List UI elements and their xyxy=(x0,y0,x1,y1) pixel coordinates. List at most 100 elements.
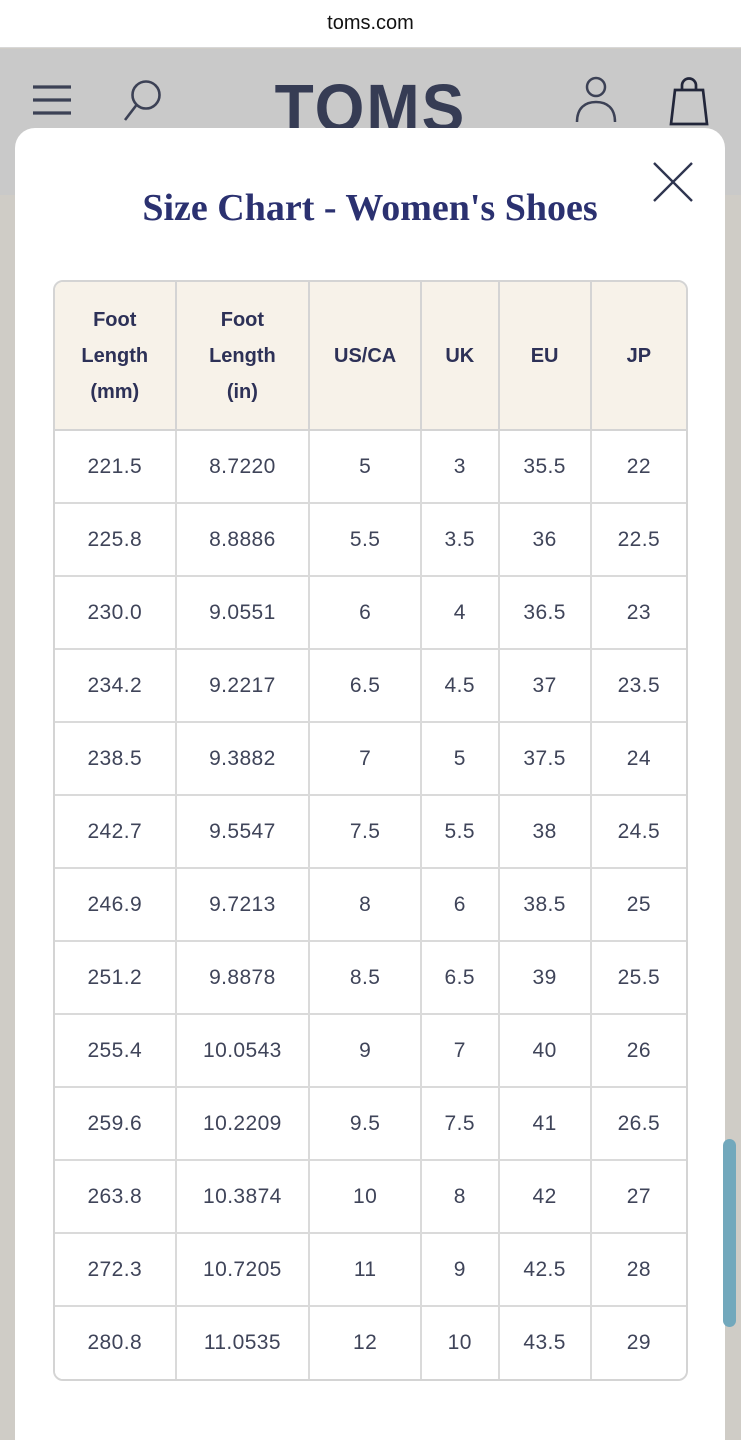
table-cell: 36.5 xyxy=(497,575,592,650)
col-uk: UK xyxy=(419,282,500,431)
table-cell: 5 xyxy=(308,429,422,504)
col-jp: JP xyxy=(589,282,686,431)
table-row: 238.5 9.3882 7 5 37.5 24 xyxy=(55,721,686,796)
size-table-body: 221.5 8.7220 5 3 35.5 22 225.8 8.8886 5.5 3.5 36 22… xyxy=(55,429,686,1379)
table-cell: 242.7 xyxy=(55,794,177,869)
account-button[interactable] xyxy=(572,75,620,125)
table-cell: 28 xyxy=(589,1232,686,1307)
table-row: 246.9 9.7213 8 6 38.5 25 xyxy=(55,867,686,942)
table-cell: 9.3882 xyxy=(174,721,311,796)
table-cell: 37.5 xyxy=(497,721,592,796)
table-cell: 9.5547 xyxy=(174,794,311,869)
table-cell: 24 xyxy=(589,721,686,796)
table-cell: 7.5 xyxy=(419,1086,500,1161)
table-cell: 3.5 xyxy=(419,502,500,577)
table-cell: 9 xyxy=(419,1232,500,1307)
table-cell: 40 xyxy=(497,1013,592,1088)
table-cell: 10 xyxy=(419,1305,500,1379)
scrollbar-thumb[interactable] xyxy=(723,1139,736,1327)
table-cell: 27 xyxy=(589,1159,686,1234)
table-cell: 9.5 xyxy=(308,1086,422,1161)
table-cell: 6 xyxy=(308,575,422,650)
table-cell: 42 xyxy=(497,1159,592,1234)
table-cell: 8 xyxy=(308,867,422,942)
table-header-row: Foot Length (mm) Foot Length (in) US/CA … xyxy=(55,282,686,431)
table-cell: 8.8886 xyxy=(174,502,311,577)
table-cell: 42.5 xyxy=(497,1232,592,1307)
table-row: 242.7 9.5547 7.5 5.5 38 24.5 xyxy=(55,794,686,869)
table-cell: 9.2217 xyxy=(174,648,311,723)
table-cell: 43.5 xyxy=(497,1305,592,1379)
table-cell: 37 xyxy=(497,648,592,723)
size-chart-modal: Size Chart - Women's Shoes Foot Length (… xyxy=(15,128,725,1440)
table-cell: 280.8 xyxy=(55,1305,177,1379)
table-cell: 22.5 xyxy=(589,502,686,577)
search-icon xyxy=(123,80,161,121)
table-cell: 6.5 xyxy=(419,940,500,1015)
col-us-ca: US/CA xyxy=(308,282,422,431)
browser-url[interactable]: toms.com xyxy=(327,12,414,34)
table-cell: 10.2209 xyxy=(174,1086,311,1161)
table-cell: 25.5 xyxy=(589,940,686,1015)
table-cell: 36 xyxy=(497,502,592,577)
table-cell: 38 xyxy=(497,794,592,869)
table-cell: 3 xyxy=(419,429,500,504)
table-cell: 251.2 xyxy=(55,940,177,1015)
table-cell: 9 xyxy=(308,1013,422,1088)
col-foot-length-mm: Foot Length (mm) xyxy=(55,282,177,431)
table-cell: 35.5 xyxy=(497,429,592,504)
table-cell: 7 xyxy=(419,1013,500,1088)
table-row: 251.2 9.8878 8.5 6.5 39 25.5 xyxy=(55,940,686,1015)
table-cell: 238.5 xyxy=(55,721,177,796)
table-cell: 25 xyxy=(589,867,686,942)
bag-icon xyxy=(669,77,709,126)
table-cell: 7.5 xyxy=(308,794,422,869)
table-cell: 26.5 xyxy=(589,1086,686,1161)
table-cell: 5.5 xyxy=(308,502,422,577)
table-cell: 26 xyxy=(589,1013,686,1088)
browser-title-bar: toms.com xyxy=(0,0,741,48)
table-cell: 23 xyxy=(589,575,686,650)
menu-button[interactable] xyxy=(32,83,72,117)
table-cell: 272.3 xyxy=(55,1232,177,1307)
table-cell: 23.5 xyxy=(589,648,686,723)
table-cell: 225.8 xyxy=(55,502,177,577)
table-cell: 230.0 xyxy=(55,575,177,650)
modal-title: Size Chart - Women's Shoes xyxy=(142,187,598,229)
table-cell: 10 xyxy=(308,1159,422,1234)
table-cell: 8.5 xyxy=(308,940,422,1015)
table-cell: 221.5 xyxy=(55,429,177,504)
table-cell: 234.2 xyxy=(55,648,177,723)
table-cell: 9.8878 xyxy=(174,940,311,1015)
table-cell: 12 xyxy=(308,1305,422,1379)
table-cell: 4 xyxy=(419,575,500,650)
table-cell: 10.7205 xyxy=(174,1232,311,1307)
table-row: 272.3 10.7205 11 9 42.5 28 xyxy=(55,1232,686,1307)
table-row: 255.4 10.0543 9 7 40 26 xyxy=(55,1013,686,1088)
table-cell: 24.5 xyxy=(589,794,686,869)
table-cell: 5.5 xyxy=(419,794,500,869)
table-row: 221.5 8.7220 5 3 35.5 22 xyxy=(55,429,686,504)
table-cell: 11 xyxy=(308,1232,422,1307)
col-eu: EU xyxy=(497,282,592,431)
size-table: Foot Length (mm) Foot Length (in) US/CA … xyxy=(55,282,686,1379)
close-icon xyxy=(653,162,693,202)
table-row: 259.6 10.2209 9.5 7.5 41 26.5 xyxy=(55,1086,686,1161)
table-row: 263.8 10.3874 10 8 42 27 xyxy=(55,1159,686,1234)
close-button[interactable] xyxy=(649,158,697,206)
table-row: 225.8 8.8886 5.5 3.5 36 22.5 xyxy=(55,502,686,577)
search-button[interactable] xyxy=(118,75,168,125)
table-cell: 10.0543 xyxy=(174,1013,311,1088)
table-cell: 39 xyxy=(497,940,592,1015)
table-cell: 9.0551 xyxy=(174,575,311,650)
table-cell: 22 xyxy=(589,429,686,504)
col-foot-length-in: Foot Length (in) xyxy=(174,282,311,431)
table-cell: 8.7220 xyxy=(174,429,311,504)
account-icon xyxy=(575,76,617,123)
bag-button[interactable] xyxy=(666,75,712,127)
table-cell: 8 xyxy=(419,1159,500,1234)
table-cell: 11.0535 xyxy=(174,1305,311,1379)
table-cell: 255.4 xyxy=(55,1013,177,1088)
table-row: 280.8 11.0535 12 10 43.5 29 xyxy=(55,1305,686,1379)
size-table-container: Foot Length (mm) Foot Length (in) US/CA … xyxy=(53,280,688,1381)
